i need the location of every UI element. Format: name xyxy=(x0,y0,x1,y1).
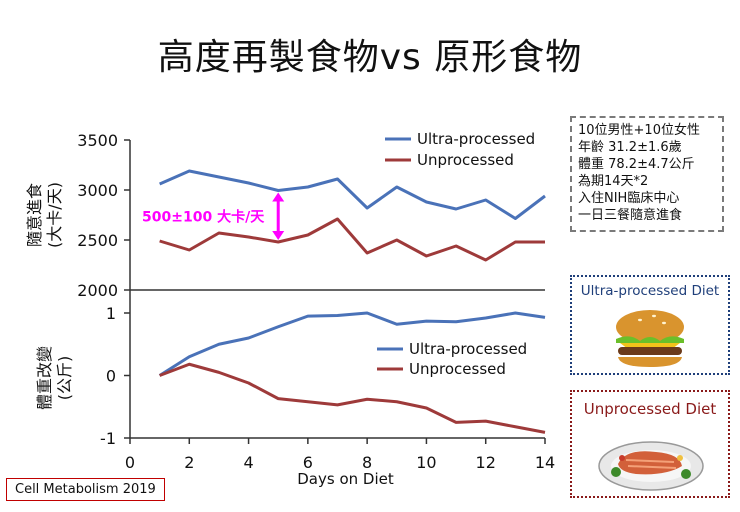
weight-legend-label: Ultra-processed xyxy=(409,340,527,358)
x-tick-label: 14 xyxy=(535,453,555,472)
unprocessed-diet-box: Unprocessed Diet xyxy=(570,390,730,498)
y-tick-label: 3500 xyxy=(77,131,118,150)
x-tick-label: 4 xyxy=(243,453,253,472)
difference-arrow-head-up xyxy=(272,192,285,202)
y-tick-label: 1 xyxy=(106,304,116,323)
x-tick-label: 0 xyxy=(125,453,135,472)
y-axis-label-intake: 隨意進食(大卡/天) xyxy=(25,182,64,248)
y-tick-label: 2500 xyxy=(77,231,118,250)
info-line: 體重 78.2±4.7公斤 xyxy=(578,157,695,172)
y-tick-label: 0 xyxy=(106,367,116,386)
x-tick-label: 2 xyxy=(184,453,194,472)
study-info-box: 10位男性+10位女性 年齡 31.2±1.6歲 體重 78.2±4.7公斤 為… xyxy=(570,116,724,232)
x-tick-label: 6 xyxy=(303,453,313,472)
info-line: 入住NIH臨床中心 xyxy=(578,191,680,206)
page-title: 高度再製食物vs 原形食物 xyxy=(157,37,583,78)
info-line: 為期14天*2 xyxy=(578,174,649,189)
weight-legend-label: Unprocessed xyxy=(409,360,506,378)
unprocessed-diet-label: Unprocessed Diet xyxy=(583,400,717,418)
intake-series-ultra-processed-line xyxy=(159,169,546,220)
y-axis-label-weight: 體重改變(公斤) xyxy=(35,346,74,410)
y-tick-label: 2000 xyxy=(77,281,118,300)
hamburger-icon xyxy=(616,310,684,367)
difference-annotation-label: 500±100 大卡/天 xyxy=(142,208,265,225)
info-line: 10位男性+10位女性 xyxy=(578,123,700,138)
weight-series-unprocessed-line xyxy=(159,362,546,434)
weight-series-ultra-processed-line xyxy=(158,311,546,377)
y-tick-label: -1 xyxy=(100,429,116,448)
y-tick-label: 3000 xyxy=(77,181,118,200)
salmon-dish-icon xyxy=(598,441,704,491)
info-line: 一日三餐隨意進食 xyxy=(578,208,683,223)
x-tick-label: 12 xyxy=(476,453,496,472)
x-axis-label: Days on Diet xyxy=(297,470,394,488)
ultra-processed-diet-box: Ultra-processed Diet xyxy=(570,275,730,375)
intake-legend-label: Unprocessed xyxy=(417,151,514,169)
intake-legend-label: Ultra-processed xyxy=(417,130,535,148)
x-tick-label: 10 xyxy=(416,453,436,472)
ultra-processed-diet-label: Ultra-processed Diet xyxy=(580,283,720,299)
intake-series-unprocessed-line xyxy=(159,217,545,262)
citation-label: Cell Metabolism 2019 xyxy=(6,478,165,501)
x-tick-label: 8 xyxy=(362,453,372,472)
info-line: 年齡 31.2±1.6歲 xyxy=(578,140,682,155)
difference-arrow-head-down xyxy=(272,231,285,240)
